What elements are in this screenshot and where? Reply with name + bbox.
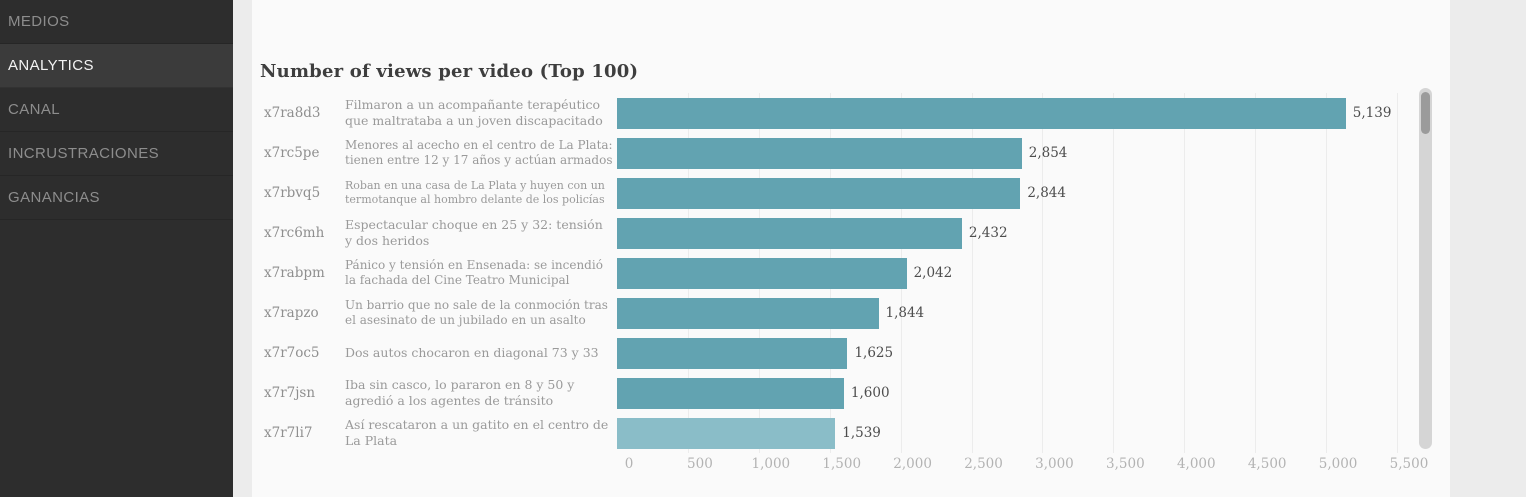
video-title: Filmaron a un acompañante terapéutico qu…: [345, 93, 617, 133]
views-bar-chart: x7ra8d3 Filmaron a un acompañante terapéu…: [252, 93, 1450, 475]
sidebar-item-ganancias[interactable]: GANANCIAS: [0, 176, 233, 220]
views-bar: [617, 177, 1021, 209]
video-title: Así rescataron a un gatito en el centro …: [345, 413, 617, 453]
x-axis: 0 500 1,000 1,500 2,000 2,500 3,000 3,500 4,000 4…: [625, 453, 1429, 475]
x-axis-tick: 1,500: [822, 456, 862, 472]
video-title-text: Un barrio que no sale de la conmoción tr…: [345, 297, 608, 327]
views-bar: [617, 97, 1346, 129]
analytics-panel: Number of views per video (Top 100) x7ra…: [252, 0, 1450, 497]
bar-plot-area: 2,854: [617, 133, 1397, 173]
video-title-text: Filmaron a un acompañante terapéutico qu…: [345, 97, 603, 128]
chart-title: Number of views per video (Top 100): [260, 61, 639, 82]
views-bar: [617, 257, 907, 289]
gridline: [1184, 93, 1186, 453]
bar-plot-area: 2,042: [617, 253, 1397, 293]
video-title-text: Iba sin casco, lo pararon en 8 y 50 y ag…: [345, 377, 575, 408]
chart-rows: x7ra8d3 Filmaron a un acompañante terapéu…: [264, 93, 1450, 453]
video-title: Espectacular choque en 25 y 32: tensión …: [345, 213, 617, 253]
video-id: x7r7li7: [264, 425, 313, 441]
sidebar: MEDIOS ANALYTICS CANAL INCRUSTRACIONES GANAN…: [0, 0, 233, 497]
x-axis-tick: 5,000: [1318, 456, 1358, 472]
views-bar: [617, 417, 836, 449]
gridline: [1113, 93, 1115, 453]
gridline: [1255, 93, 1257, 453]
gridline: [971, 93, 973, 453]
video-id: x7r7jsn: [264, 385, 316, 401]
chart-row: x7r7li7 Así rescataron a un gatito en el …: [264, 413, 1450, 453]
gridline: [1397, 93, 1398, 453]
bar-plot-area: 1,625: [617, 333, 1397, 373]
video-title: Un barrio que no sale de la conmoción tr…: [345, 293, 617, 333]
bar-plot-area: 2,844: [617, 173, 1397, 213]
chart-scrollbar-thumb[interactable]: [1421, 92, 1430, 134]
video-title-text: Espectacular choque en 25 y 32: tensión …: [345, 217, 603, 248]
video-title-text: Pánico y tensión en Ensenada: se incendi…: [345, 257, 603, 287]
views-value: 2,844: [1027, 185, 1066, 201]
views-value: 2,042: [913, 265, 953, 281]
chart-row: x7r7jsn Iba sin casco, lo pararon en 8 y …: [264, 373, 1450, 413]
x-axis-tick: 1,000: [751, 456, 791, 472]
video-title: Pánico y tensión en Ensenada: se incendi…: [345, 253, 617, 293]
video-title-text: Dos autos chocaron en diagonal 73 y 33: [345, 345, 599, 360]
video-title: Roban en una casa de La Plata y huyen co…: [345, 173, 617, 213]
views-bar: [617, 377, 844, 409]
x-axis-tick: 3,000: [1035, 456, 1074, 472]
x-axis-tick: 5,500: [1389, 456, 1429, 472]
views-bar: [617, 337, 848, 369]
chart-scrollbar-track[interactable]: [1419, 88, 1432, 449]
chart-row: x7rapzo Un barrio que no sale de la conmo…: [264, 293, 1450, 333]
gridline: [1326, 93, 1328, 453]
video-id: x7rabpm: [264, 265, 325, 281]
bar-plot-area: 1,844: [617, 293, 1397, 333]
chart-row: x7rc5pe Menores al acecho en el centro de…: [264, 133, 1450, 173]
x-axis-tick: 2,000: [893, 456, 932, 472]
views-value: 1,539: [842, 425, 881, 441]
views-value: 1,600: [850, 385, 890, 401]
video-id: x7rbvq5: [264, 185, 321, 201]
views-bar: [617, 297, 879, 329]
chart-row: x7r7oc5 Dos autos chocaron en diagonal 73…: [264, 333, 1450, 373]
video-id: x7r7oc5: [264, 345, 320, 361]
bar-plot-area: 1,600: [617, 373, 1397, 413]
video-title-text: Así rescataron a un gatito en el centro …: [345, 417, 609, 448]
chart-row: x7rbvq5 Roban en una casa de La Plata y h…: [264, 173, 1450, 213]
chart-row: x7ra8d3 Filmaron a un acompañante terapéu…: [264, 93, 1450, 133]
views-value: 2,432: [968, 225, 1008, 241]
video-id: x7ra8d3: [264, 105, 321, 121]
video-id: x7rc6mh: [264, 225, 325, 241]
bar-plot-area: 5,139: [617, 93, 1397, 133]
x-axis-tick: 0: [624, 456, 634, 472]
video-id: x7rapzo: [264, 305, 319, 321]
views-value: 5,139: [1352, 105, 1392, 121]
sidebar-item-medios[interactable]: MEDIOS: [0, 0, 233, 44]
x-axis-tick: 4,500: [1247, 456, 1287, 472]
sidebar-item-canal[interactable]: CANAL: [0, 88, 233, 132]
views-value: 1,625: [854, 345, 894, 361]
x-axis-tick: 2,500: [964, 456, 1003, 472]
video-title-text: Menores al acecho en el centro de La Pla…: [345, 137, 613, 167]
bar-plot-area: 2,432: [617, 213, 1397, 253]
views-bar: [617, 137, 1022, 169]
gridline: [1042, 93, 1044, 453]
video-id: x7rc5pe: [264, 145, 320, 161]
video-title: Dos autos chocaron en diagonal 73 y 33: [345, 333, 617, 373]
chart-row: x7rabpm Pánico y tensión en Ensenada: se …: [264, 253, 1450, 293]
video-title-text: Roban en una casa de La Plata y huyen co…: [345, 178, 605, 206]
views-value: 1,844: [885, 305, 925, 321]
video-title: Menores al acecho en el centro de La Pla…: [345, 133, 617, 173]
sidebar-item-analytics[interactable]: ANALYTICS: [0, 44, 233, 88]
video-title: Iba sin casco, lo pararon en 8 y 50 y ag…: [345, 373, 617, 413]
x-axis-tick: 3,500: [1106, 456, 1145, 472]
chart-row: x7rc6mh Espectacular choque en 25 y 32: t…: [264, 213, 1450, 253]
sidebar-item-incrustraciones[interactable]: INCRUSTRACIONES: [0, 132, 233, 176]
bar-plot-area: 1,539: [617, 413, 1397, 453]
x-axis-tick: 500: [687, 456, 713, 472]
x-axis-tick: 4,000: [1176, 456, 1216, 472]
views-value: 2,854: [1028, 145, 1068, 161]
views-bar: [617, 217, 962, 249]
